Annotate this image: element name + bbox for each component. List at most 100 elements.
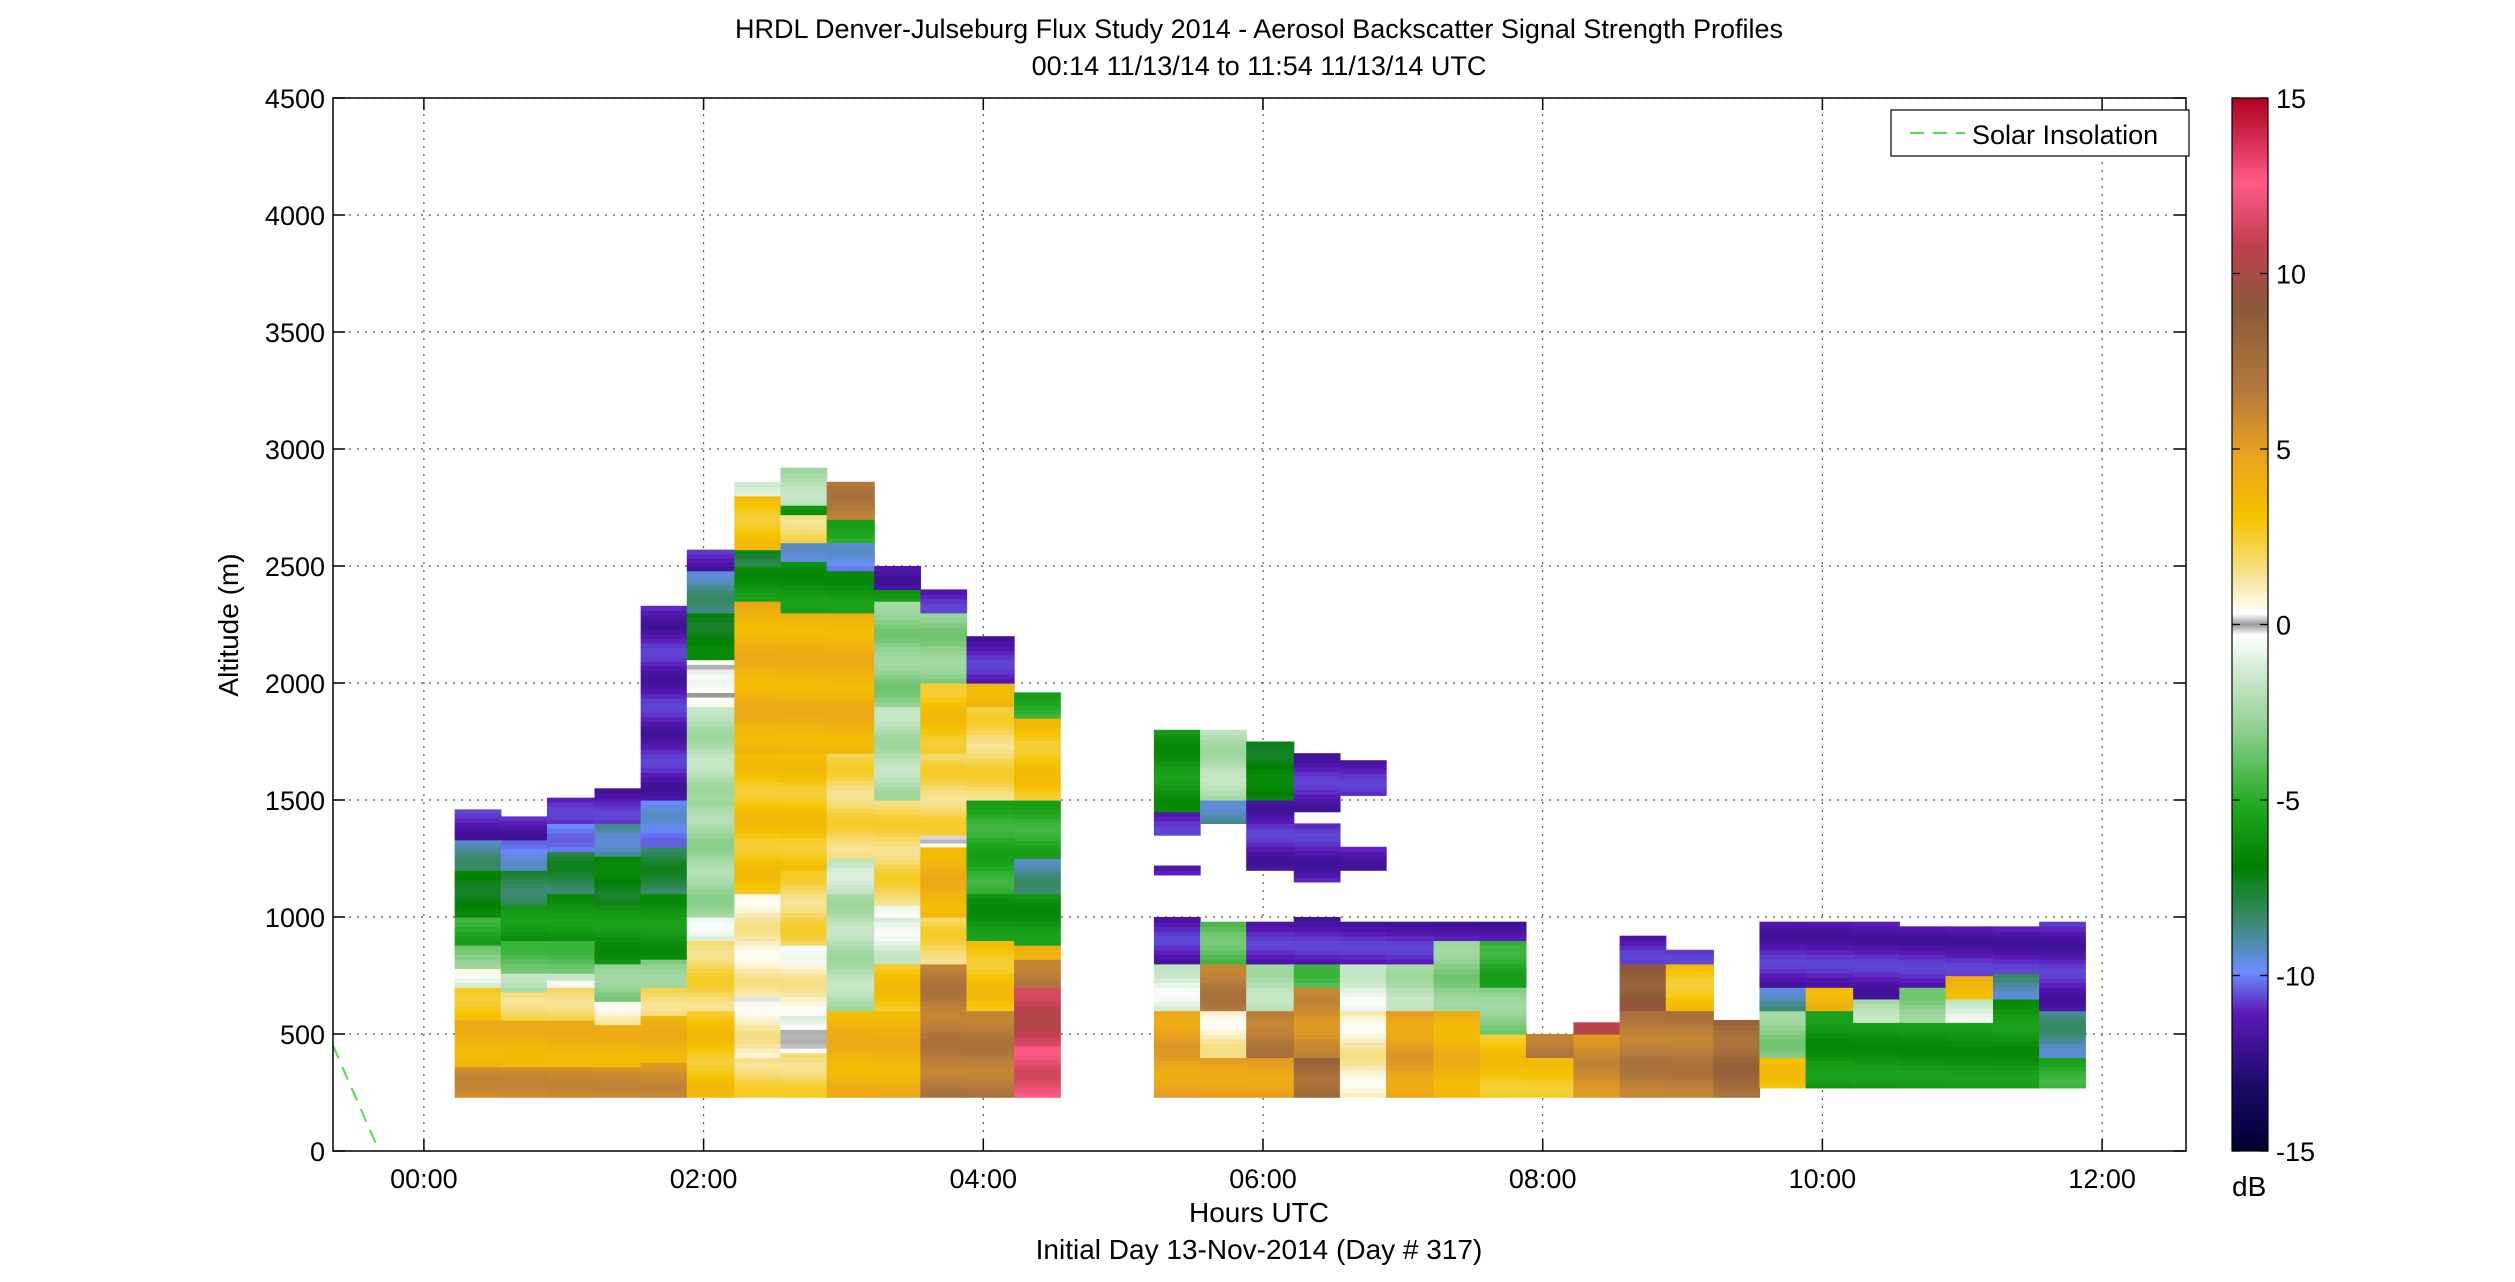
backscatter-cell [734,846,782,853]
backscatter-cell [686,650,735,656]
backscatter-cell [500,865,548,871]
backscatter-cell [1200,734,1247,740]
backscatter-cell [1853,1055,1900,1061]
backscatter-cell [874,743,921,750]
backscatter-cell [920,617,968,623]
backscatter-cell [966,1015,1015,1021]
backscatter-cell [1246,1088,1295,1094]
backscatter-cell [966,1074,1015,1080]
backscatter-cell [966,1060,1015,1066]
backscatter-cell [686,654,735,661]
backscatter-cell [546,940,596,946]
y-tick-label: 0 [310,1137,325,1167]
backscatter-cell [1246,973,1295,979]
backscatter-cell [640,619,688,625]
backscatter-cell [500,968,548,974]
backscatter-cell [920,645,968,651]
backscatter-cell [874,628,921,634]
profile-column [500,816,548,1098]
backscatter-cell [1386,987,1435,993]
backscatter-cell [1014,867,1061,873]
backscatter-cell [686,1024,735,1030]
backscatter-cell [1339,782,1387,788]
backscatter-cell [1619,1033,1667,1039]
backscatter-cell [826,1078,875,1085]
backscatter-cell [1153,963,1201,970]
backscatter-cell [874,868,921,874]
backscatter-cell [594,832,642,839]
backscatter-cell [920,743,968,750]
backscatter-cell [640,1092,688,1098]
backscatter-cell [874,1051,921,1057]
backscatter-cell [1479,987,1527,993]
backscatter-cell [1805,963,1854,970]
backscatter-cell [920,664,968,670]
backscatter-cell [2039,1010,2086,1016]
backscatter-cell [1293,1048,1341,1054]
backscatter-cell [1246,968,1295,974]
backscatter-cell [1759,1061,1807,1067]
backscatter-cell [546,823,596,829]
backscatter-cell [1014,763,1061,769]
backscatter-cell [1200,977,1247,984]
backscatter-cell [594,991,642,998]
backscatter-cell [874,996,921,1002]
backscatter-cell [826,977,875,984]
backscatter-cell [1665,1065,1714,1071]
backscatter-cell [734,619,782,625]
backscatter-cell [686,1069,735,1075]
backscatter-cell [1665,991,1714,998]
backscatter-cell [1853,998,1900,1005]
backscatter-cell [454,893,502,899]
backscatter-cell [1805,1028,1854,1034]
backscatter-cell [874,715,921,722]
backscatter-cell [1993,968,2040,974]
backscatter-cell [1339,1019,1387,1025]
backscatter-cell [966,706,1015,712]
backscatter-cell [1200,767,1247,773]
backscatter-cell [826,912,875,918]
backscatter-cell [686,558,735,563]
backscatter-cell [1339,851,1387,857]
backscatter-cell [966,1078,1015,1085]
backscatter-cell [1200,729,1247,736]
backscatter-cell [1433,1033,1481,1039]
backscatter-cell [640,851,688,857]
backscatter-cell [966,935,1015,941]
backscatter-cell [734,888,782,895]
backscatter-cell [1573,1070,1621,1076]
backscatter-cell [1433,1056,1481,1062]
backscatter-cell [780,865,828,871]
backscatter-cell [640,823,688,829]
backscatter-cell [966,991,1015,998]
backscatter-cell [1339,1088,1387,1094]
backscatter-cell [1759,996,1807,1002]
backscatter-cell [966,860,1015,867]
profile-column [454,809,502,1098]
backscatter-cell [920,1041,968,1048]
backscatter-cell [1665,1069,1714,1075]
backscatter-cell [1014,926,1061,932]
backscatter-cell [780,1043,828,1049]
backscatter-cell [1014,1027,1061,1033]
backscatter-cell [1619,1051,1667,1057]
backscatter-cell [1246,1019,1295,1026]
backscatter-cell [966,809,1015,815]
backscatter-cell [734,1024,782,1030]
backscatter-cell [780,636,828,642]
backscatter-cell [826,659,875,665]
backscatter-cell [966,753,1015,759]
backscatter-cell [1014,1018,1061,1024]
backscatter-cell [780,566,828,572]
backscatter-cell [826,612,875,619]
backscatter-cell [640,870,688,876]
backscatter-cell [826,580,875,586]
backscatter-cell [686,608,735,614]
backscatter-cell [500,991,548,998]
backscatter-cell [500,1079,548,1085]
backscatter-cell [780,968,828,974]
backscatter-cell [1479,959,1527,965]
backscatter-cell [546,846,596,853]
backscatter-cell [826,917,875,923]
